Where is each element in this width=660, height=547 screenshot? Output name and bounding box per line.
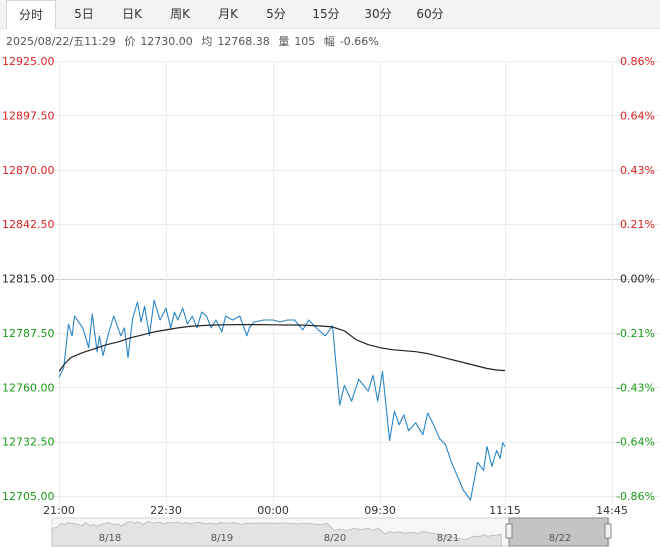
- info-vol: 105: [294, 35, 316, 48]
- y-tick-pct-1: 0.64%: [620, 109, 655, 122]
- info-avg-label: 均: [201, 35, 213, 48]
- navigator-mini-area: [51, 520, 502, 547]
- x-tick-5: 14:45: [596, 504, 628, 517]
- navigator-selection[interactable]: [508, 517, 609, 547]
- info-avg: 12768.38: [217, 35, 270, 48]
- info-chg-label: 幅: [323, 35, 335, 48]
- navigator-label-0: 8/18: [99, 533, 121, 544]
- y-tick-price-7: 12732.50: [2, 436, 55, 449]
- navigator-label-2: 8/20: [324, 533, 346, 544]
- navigator-label-1: 8/19: [211, 533, 233, 544]
- tab-5[interactable]: 5分: [266, 7, 286, 21]
- y-tick-price-1: 12897.50: [2, 109, 55, 122]
- navigator-handle-1[interactable]: [604, 523, 612, 539]
- tab-6[interactable]: 15分: [312, 7, 340, 21]
- y-tick-price-4: 12815.00: [2, 273, 55, 286]
- tab-2[interactable]: 日K: [122, 7, 142, 21]
- tab-4[interactable]: 月K: [218, 7, 238, 21]
- x-tick-4: 11:15: [489, 504, 521, 517]
- period-tab-bar: 分时 5日 日K 周K 月K 5分 15分 30分 60分: [0, 0, 660, 29]
- y-tick-pct-0: 0.86%: [620, 55, 655, 68]
- y-tick-pct-8: -0.86%: [616, 490, 655, 503]
- navigator-label-3: 8/21: [437, 533, 459, 544]
- y-tick-price-3: 12842.50: [2, 218, 55, 231]
- y-tick-pct-2: 0.43%: [620, 164, 655, 177]
- tab-8[interactable]: 60分: [416, 7, 444, 21]
- x-tick-0: 21:00: [43, 504, 75, 517]
- y-tick-price-5: 12787.50: [2, 327, 55, 340]
- y-tick-pct-5: -0.21%: [616, 327, 655, 340]
- tab-0[interactable]: 分时: [6, 0, 56, 29]
- tab-1[interactable]: 5日: [74, 7, 94, 21]
- y-tick-pct-7: -0.64%: [616, 436, 655, 449]
- info-price-label: 价: [124, 35, 136, 48]
- info-vol-label: 量: [278, 35, 290, 48]
- y-tick-pct-6: -0.43%: [616, 381, 655, 394]
- navigator-label-4: 8/22: [549, 533, 571, 544]
- x-tick-2: 00:00: [257, 504, 289, 517]
- info-chg: -0.66%: [339, 35, 379, 48]
- y-tick-pct-4: 0.00%: [620, 273, 655, 286]
- info-datetime: 2025/08/22/五11:29: [6, 35, 116, 48]
- y-tick-pct-3: 0.21%: [620, 218, 655, 231]
- y-tick-price-6: 12760.00: [2, 381, 55, 394]
- x-tick-3: 09:30: [364, 504, 396, 517]
- average-price-line: [58, 324, 506, 372]
- navigator-handle-0[interactable]: [505, 523, 513, 539]
- x-tick-1: 22:30: [150, 504, 182, 517]
- y-tick-price-8: 12705.00: [2, 490, 55, 503]
- y-tick-price-0: 12925.00: [2, 55, 55, 68]
- price-line: [58, 299, 506, 501]
- tab-3[interactable]: 周K: [170, 7, 190, 21]
- info-price: 12730.00: [140, 35, 193, 48]
- tab-7[interactable]: 30分: [364, 7, 392, 21]
- y-tick-price-2: 12870.00: [2, 164, 55, 177]
